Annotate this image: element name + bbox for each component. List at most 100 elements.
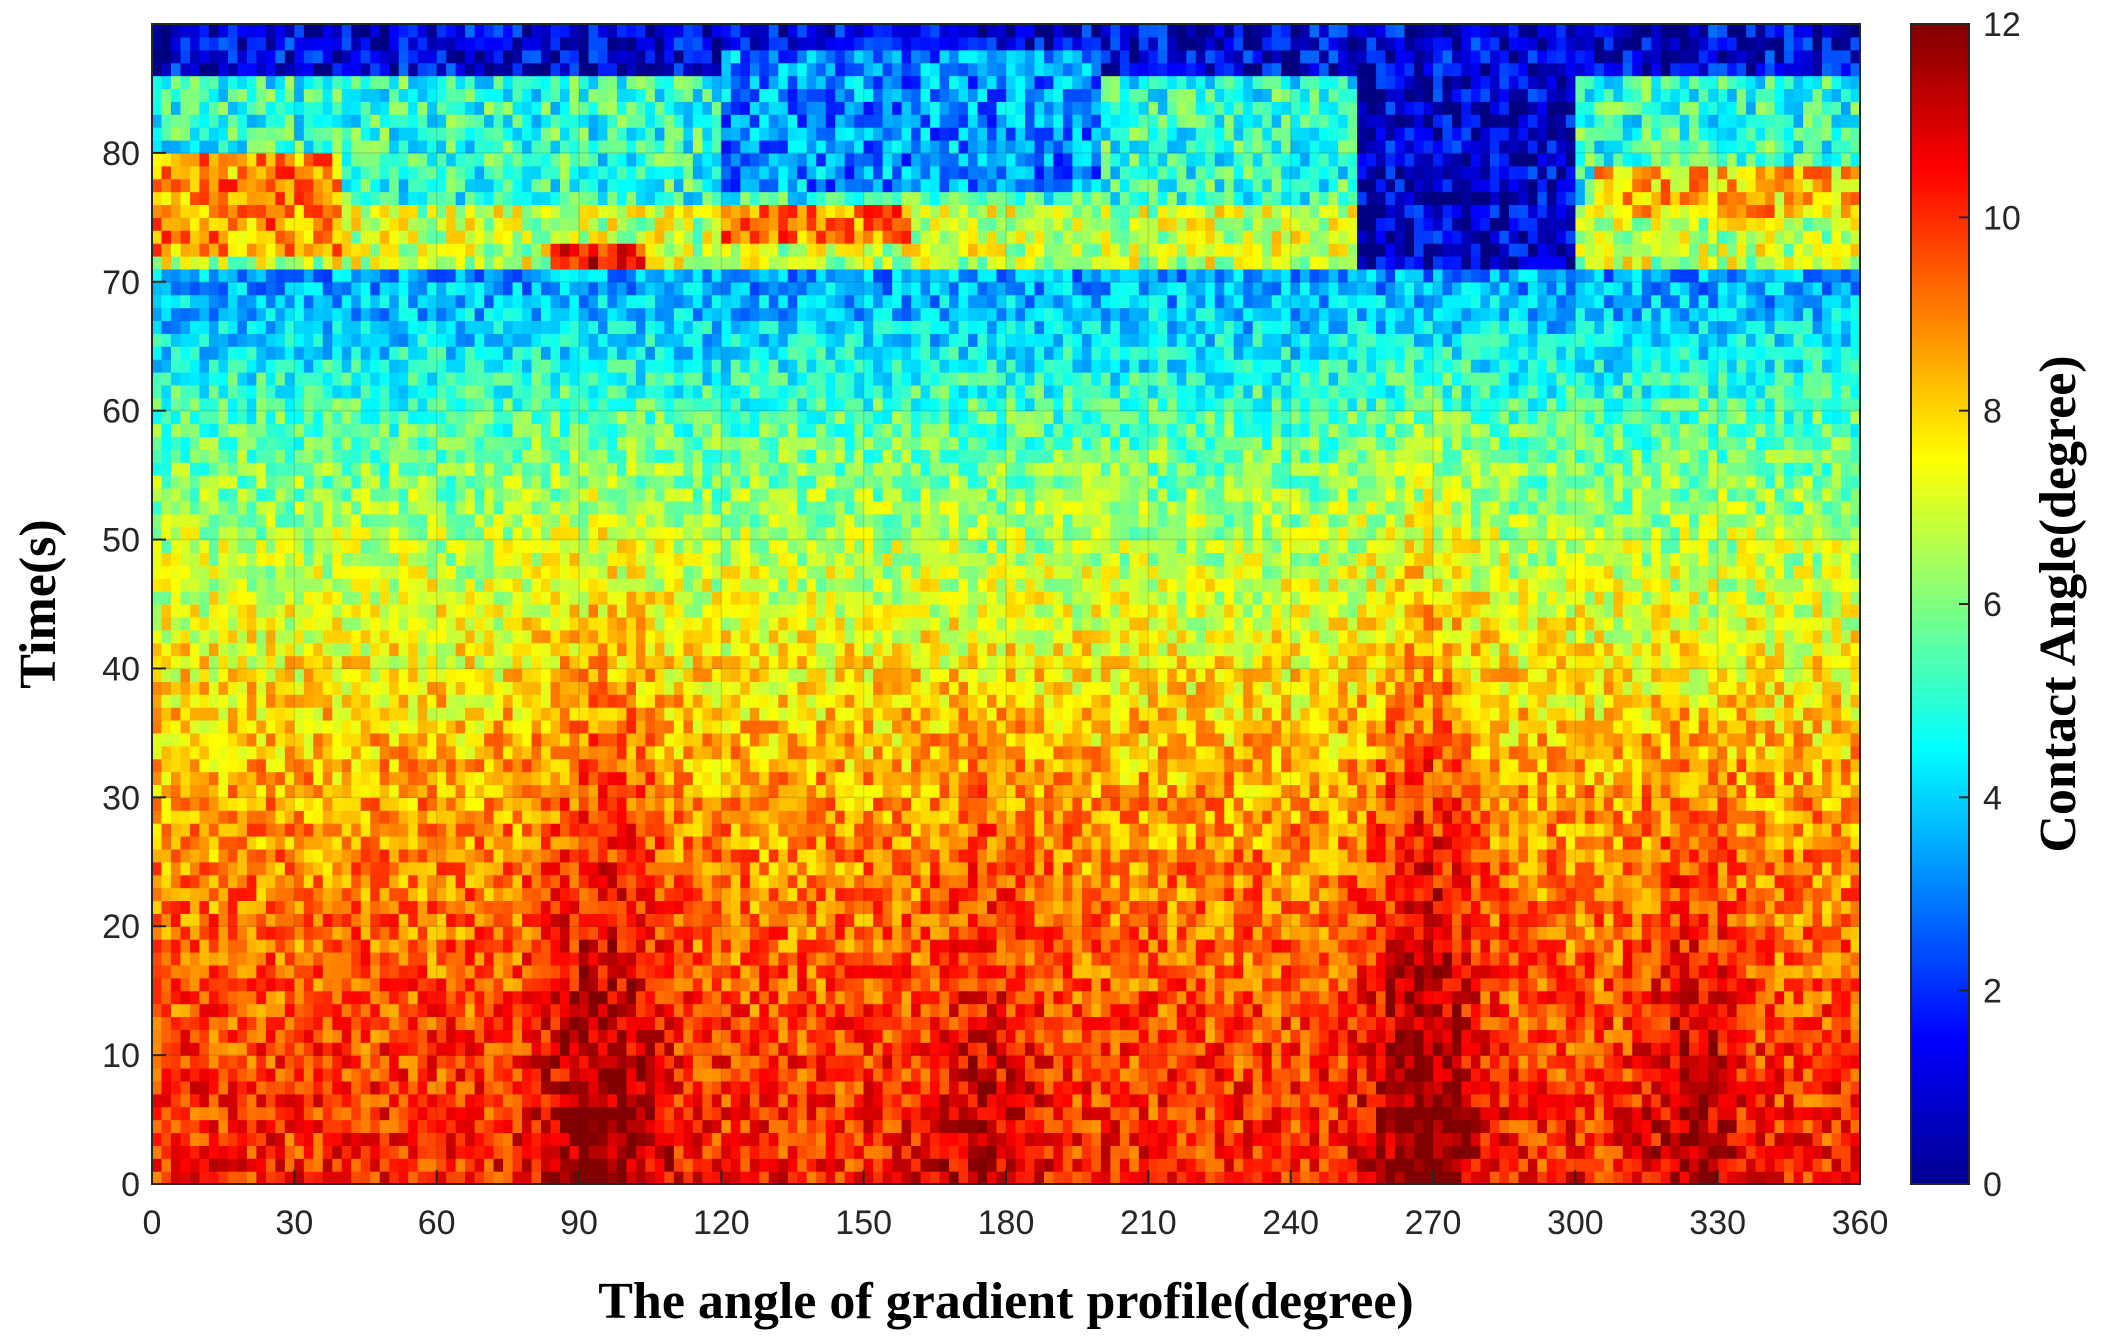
heatmap-cell — [1565, 1042, 1576, 1056]
heatmap-cell — [218, 939, 229, 953]
heatmap-cell — [1679, 913, 1690, 927]
heatmap-cell — [1708, 1042, 1719, 1056]
heatmap-cell — [1717, 1132, 1728, 1146]
heatmap-cell — [1034, 1158, 1045, 1172]
heatmap-cell — [189, 1080, 201, 1095]
heatmap-cell — [1727, 1080, 1738, 1095]
heatmap-cell — [1414, 848, 1425, 863]
heatmap-cell — [892, 1132, 903, 1146]
heatmap-cell — [1746, 1145, 1757, 1159]
heatmap-cell — [1679, 874, 1690, 889]
heatmap-cell — [626, 926, 637, 940]
heatmap-cell — [484, 874, 495, 889]
heatmap-cell — [427, 836, 438, 850]
heatmap-cell — [588, 952, 599, 966]
heatmap-cell — [351, 1080, 362, 1095]
heatmap-cell — [1594, 1068, 1605, 1082]
heatmap-cell — [1347, 952, 1358, 966]
heatmap-cell — [1186, 952, 1197, 966]
heatmap-cell — [313, 1003, 324, 1018]
heatmap-cell — [1252, 1003, 1263, 1018]
heatmap-cell — [237, 874, 248, 889]
heatmap-cell — [863, 964, 874, 979]
heatmap-cell — [1622, 861, 1633, 876]
heatmap-cell — [1119, 1158, 1130, 1172]
heatmap-cell — [1584, 1042, 1595, 1056]
heatmap-cell — [1774, 913, 1785, 927]
heatmap-cell — [1186, 1042, 1197, 1056]
heatmap-cell — [1546, 874, 1557, 889]
heatmap-cell — [294, 1145, 305, 1159]
heatmap-cell — [1641, 1029, 1652, 1043]
heatmap-cell — [208, 848, 220, 863]
heatmap-cell — [816, 990, 827, 1005]
heatmap-cell — [1841, 926, 1852, 940]
heatmap-cell — [626, 823, 637, 837]
heatmap-cell — [569, 1145, 580, 1159]
heatmap-cell — [1205, 1068, 1216, 1082]
heatmap-cell — [930, 874, 941, 889]
heatmap-cell — [1442, 964, 1453, 979]
heatmap-cell — [626, 848, 637, 863]
heatmap-cell — [303, 926, 314, 940]
heatmap-cell — [1765, 1093, 1776, 1108]
heatmap-cell — [711, 1029, 722, 1043]
heatmap-cell — [920, 1093, 931, 1108]
heatmap-cell — [825, 887, 836, 902]
heatmap-cell — [275, 874, 286, 889]
heatmap-cell — [882, 913, 893, 927]
heatmap-cell — [1319, 1119, 1330, 1134]
heatmap-cell — [275, 1106, 286, 1121]
heatmap-cell — [740, 964, 751, 979]
heatmap-cell — [930, 1145, 941, 1159]
heatmap-cell — [1404, 1119, 1415, 1134]
heatmap-cell — [1442, 1171, 1453, 1185]
heatmap-cell — [1262, 900, 1273, 914]
heatmap-cell — [892, 861, 903, 876]
heatmap-cell — [1347, 874, 1358, 889]
heatmap-cell — [180, 1093, 191, 1108]
heatmap-cell — [370, 848, 381, 863]
heatmap-cell — [1100, 1080, 1111, 1095]
heatmap-cell — [579, 1016, 590, 1030]
heatmap-cell — [1006, 977, 1017, 992]
heatmap-cell — [1376, 1158, 1387, 1172]
heatmap-cell — [1451, 1055, 1463, 1069]
heatmap-cell — [227, 926, 238, 940]
heatmap-cell — [1774, 1106, 1785, 1121]
heatmap-cell — [683, 939, 694, 953]
heatmap-cell — [446, 1171, 457, 1185]
heatmap-cell — [1300, 1080, 1311, 1095]
heatmap-cell — [797, 1080, 808, 1095]
heatmap-cell — [1404, 1016, 1415, 1030]
heatmap-cell — [370, 1080, 381, 1095]
heatmap-cell — [180, 1029, 191, 1043]
heatmap-cell — [1784, 1080, 1795, 1095]
heatmap-cell — [341, 1029, 352, 1043]
heatmap-cell — [1812, 1119, 1823, 1134]
heatmap-cell — [493, 1119, 504, 1134]
heatmap-cell — [1584, 1068, 1595, 1082]
heatmap-cell — [512, 926, 523, 940]
heatmap-cell — [1157, 939, 1168, 953]
heatmap-cell — [1736, 861, 1747, 876]
heatmap-cell — [930, 1016, 941, 1030]
heatmap-cell — [1006, 1080, 1017, 1095]
heatmap-cell — [1195, 1132, 1206, 1146]
heatmap-cell — [1214, 874, 1225, 889]
heatmap-cell — [1338, 874, 1349, 889]
heatmap-cell — [1300, 977, 1311, 992]
heatmap-cell — [1651, 939, 1662, 953]
heatmap-cell — [1110, 952, 1121, 966]
heatmap-cell — [1091, 1029, 1102, 1043]
heatmap-cell — [1157, 887, 1168, 902]
heatmap-cell — [1651, 952, 1662, 966]
heatmap-cell — [626, 939, 637, 953]
heatmap-cell — [787, 1132, 798, 1146]
heatmap-cell — [341, 900, 352, 914]
heatmap-cell — [1565, 990, 1576, 1005]
heatmap-cell — [1385, 964, 1396, 979]
heatmap-cell — [1290, 1145, 1301, 1159]
heatmap-cell — [1632, 1119, 1643, 1134]
heatmap-cell — [1679, 1080, 1690, 1095]
